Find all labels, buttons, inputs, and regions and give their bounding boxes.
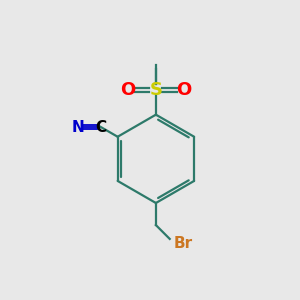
Text: N: N	[72, 120, 85, 135]
Text: Br: Br	[174, 236, 193, 251]
Text: O: O	[121, 81, 136, 99]
Text: O: O	[176, 81, 191, 99]
Text: C: C	[95, 120, 106, 135]
Text: S: S	[149, 81, 162, 99]
